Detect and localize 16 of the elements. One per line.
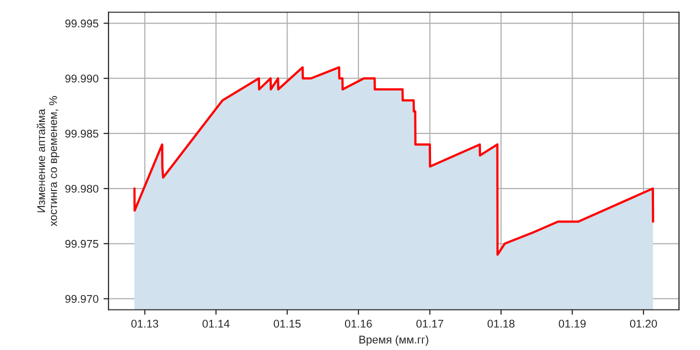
x-tick-label: 01.17 bbox=[416, 320, 444, 328]
y-tick-label: 99.970 bbox=[65, 295, 98, 303]
y-tick-label: 99.995 bbox=[65, 20, 98, 28]
x-tick-label: 01.16 bbox=[344, 320, 372, 328]
x-tick-label: 01.18 bbox=[488, 320, 514, 328]
y-tick-label: 99.990 bbox=[65, 74, 98, 82]
x-tick-label: 01.20 bbox=[630, 320, 657, 328]
x-tick-label: 01.14 bbox=[202, 320, 230, 328]
y-axis-title: Изменение аптайма хостинга со временем, % bbox=[36, 96, 60, 226]
y-tick-label: 99.985 bbox=[65, 130, 98, 138]
x-tick-label: 01.13 bbox=[131, 320, 158, 328]
x-tick-label: 01.15 bbox=[274, 320, 301, 328]
x-tick-label: 01.19 bbox=[558, 320, 586, 328]
y-tick-label: 99.980 bbox=[65, 184, 98, 193]
y-tick-label: 99.975 bbox=[65, 240, 98, 248]
x-axis-title: Время (мм.гг) bbox=[359, 335, 428, 346]
